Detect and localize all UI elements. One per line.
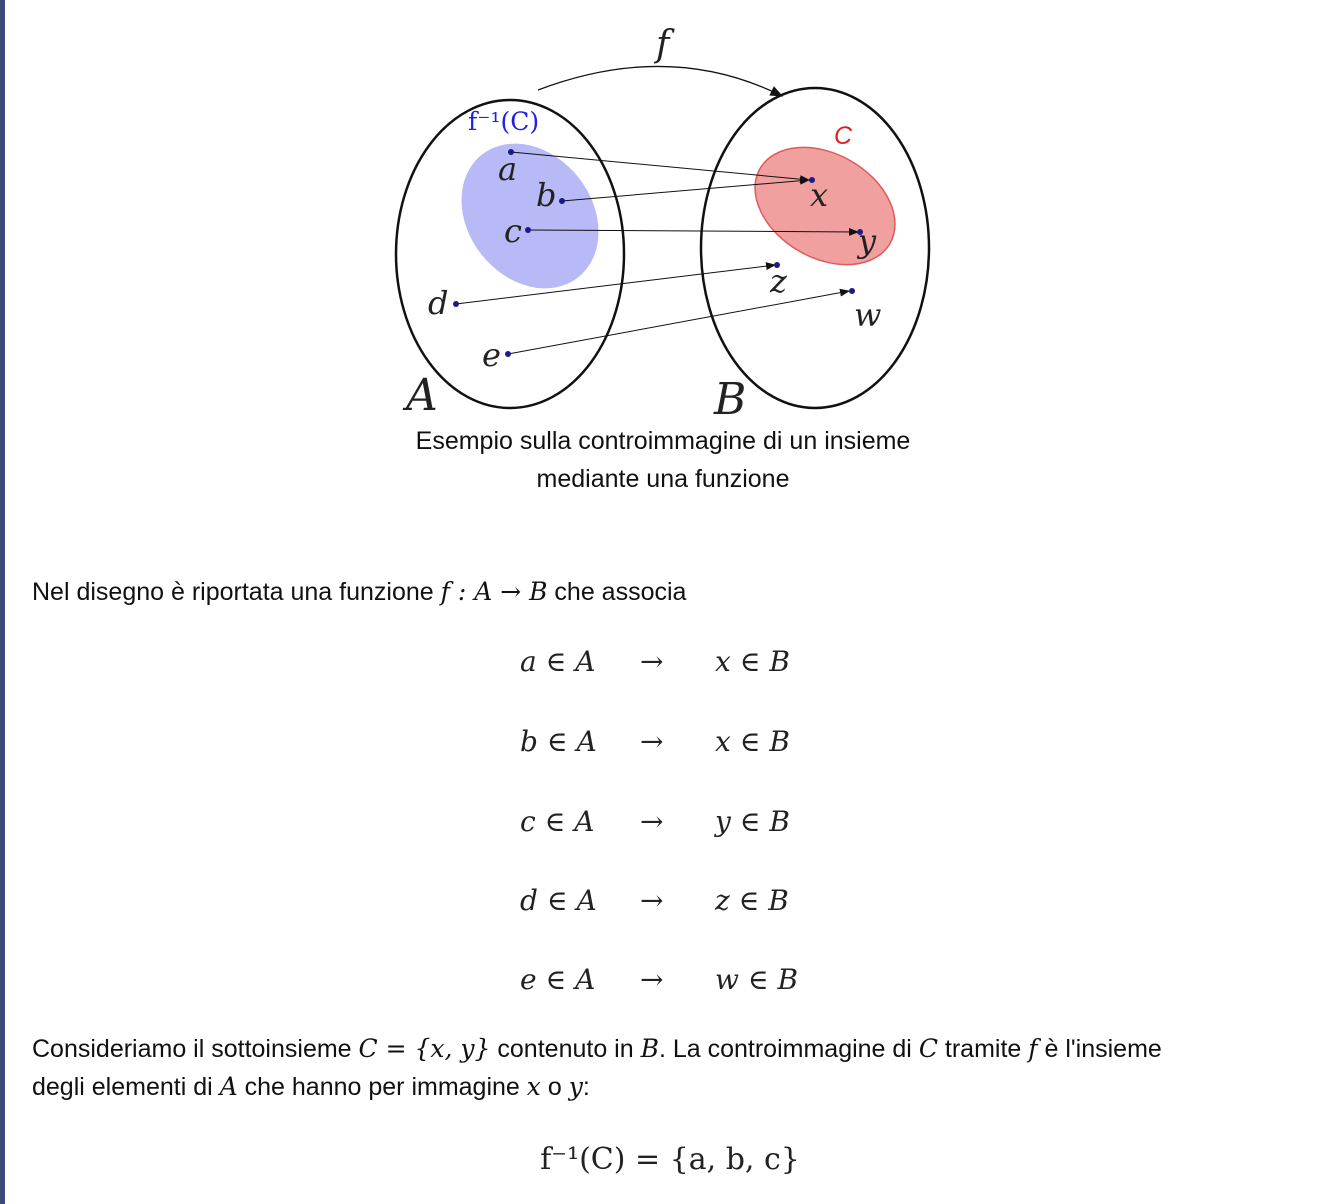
mapping-row: d ∈ A → z ∈ B <box>0 884 1340 924</box>
mapping-lhs: b ∈ A <box>520 725 597 758</box>
arrow-e-to-w <box>508 291 849 354</box>
label-y: y <box>856 222 877 260</box>
intro-text-after: che associa <box>554 578 686 606</box>
mapping-row: c ∈ A → y ∈ B <box>0 805 1340 845</box>
mapping-lhs: c ∈ A <box>520 805 594 838</box>
paragraph-text: . La controimmagine di <box>659 1035 912 1063</box>
label-b: b <box>536 176 556 214</box>
label-B: B <box>713 374 746 420</box>
function-arc-arrow <box>538 66 782 96</box>
mapping-row: e ∈ A → w ∈ B <box>0 963 1340 1003</box>
paragraph-text: o <box>548 1073 562 1101</box>
label-x: x <box>810 176 828 214</box>
paragraph-text: Consideriamo il sottoinsieme <box>32 1035 352 1063</box>
label-a: a <box>498 150 517 188</box>
point-w <box>849 288 855 294</box>
mapping-rhs: z ∈ B <box>715 884 789 917</box>
mapping-arrow: → <box>640 725 663 758</box>
math-inline: y <box>569 1072 583 1101</box>
preimage-paragraph: Consideriamo il sottoinsieme C = {x, y} … <box>32 1030 1312 1106</box>
paragraph-text: degli elementi di <box>32 1073 213 1101</box>
mapping-rhs: x ∈ B <box>715 645 790 678</box>
math-inline: x <box>527 1072 541 1101</box>
paragraph-text: : <box>583 1073 590 1101</box>
intro-paragraph: Nel disegno è riportata una funzione f :… <box>32 573 686 611</box>
mapping-arrow: → <box>640 645 663 678</box>
mapping-rhs: x ∈ B <box>715 725 790 758</box>
math-inline: B <box>641 1034 659 1063</box>
label-C: C <box>834 122 853 150</box>
math-inline: C <box>919 1034 938 1063</box>
mapping-lhs: e ∈ A <box>520 963 595 996</box>
mapping-arrow: → <box>640 963 663 996</box>
mapping-row: a ∈ A → x ∈ B <box>0 645 1340 685</box>
mapping-rhs: w ∈ B <box>715 963 798 996</box>
label-d: d <box>428 284 448 322</box>
label-z: z <box>769 262 788 300</box>
label-A: A <box>402 370 438 420</box>
label-e: e <box>482 336 501 374</box>
point-e <box>505 351 511 357</box>
mapping-lhs: a ∈ A <box>520 645 595 678</box>
point-b <box>559 198 565 204</box>
mapping-rhs: y ∈ B <box>715 805 790 838</box>
mapping-lhs: d ∈ A <box>520 884 597 917</box>
left-accent-bar <box>0 0 5 1204</box>
paragraph-text: tramite <box>945 1035 1021 1063</box>
paragraph-text: che hanno per immagine <box>245 1073 520 1101</box>
point-d <box>453 301 459 307</box>
mapping-arrow: → <box>640 884 663 917</box>
label-f: f <box>653 24 675 65</box>
preimage-diagram: f f⁻¹(C) C a b c d e x y z w A B <box>380 20 960 420</box>
preimage-region <box>433 116 627 315</box>
intro-text-before: Nel disegno è riportata una funzione <box>32 578 434 606</box>
paragraph-text: è l'insieme <box>1044 1035 1161 1063</box>
figure-caption: Esempio sulla controimmagine di un insie… <box>380 422 946 498</box>
preimage-equation: f⁻¹(C) = {a, b, c} <box>0 1142 1340 1177</box>
label-w: w <box>854 296 881 334</box>
mapping-arrow: → <box>640 805 663 838</box>
math-inline: A <box>220 1072 238 1101</box>
math-inline: f <box>1028 1034 1037 1063</box>
math-inline: C = {x, y} <box>359 1034 491 1063</box>
paragraph-text: contenuto in <box>497 1035 633 1063</box>
point-c <box>525 227 531 233</box>
label-c: c <box>504 212 522 250</box>
label-preimage: f⁻¹(C) <box>468 107 539 136</box>
mapping-row: b ∈ A → x ∈ B <box>0 725 1340 765</box>
intro-formula: f : A → B <box>441 577 548 606</box>
